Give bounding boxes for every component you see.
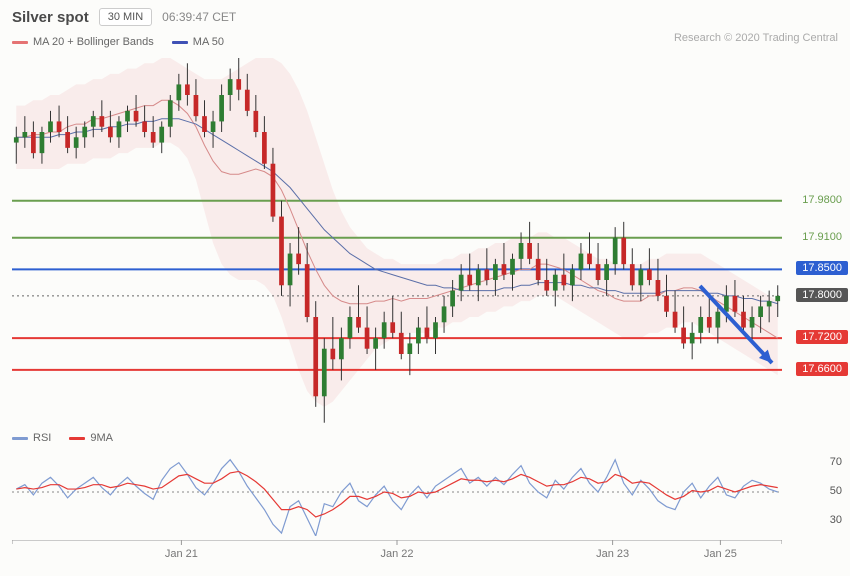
price-level-label: 17.9800 [802,194,842,206]
price-level-label: 17.8000 [796,288,848,302]
attribution: Research © 2020 Trading Central [674,32,838,44]
legend-item: MA 50 [172,36,224,48]
x-tick-label: Jan 22 [380,548,413,560]
instrument-title: Silver spot [12,9,89,26]
price-level-label: 17.7200 [796,330,848,344]
rsi-tick-label: 30 [830,514,842,526]
price-level-label: 17.9100 [802,231,842,243]
x-axis: Jan 21 Jan 22 Jan 23 Jan 25 [12,540,782,566]
legend-item: RSI [12,432,51,444]
x-tick-label: Jan 21 [165,548,198,560]
x-tick-label: Jan 23 [596,548,629,560]
price-level-label: 17.8500 [796,261,848,275]
rsi-legend: RSI 9MA [12,432,113,444]
legend-item: 9MA [69,432,113,444]
rsi-tick-label: 70 [830,456,842,468]
price-chart[interactable] [12,58,782,428]
rsi-chart[interactable] [12,448,782,536]
rsi-tick-label: 50 [830,485,842,497]
legend-item: MA 20 + Bollinger Bands [12,36,154,48]
price-level-label: 17.6600 [796,362,848,376]
timeframe-badge[interactable]: 30 MIN [99,8,152,26]
x-tick-label: Jan 25 [704,548,737,560]
timestamp: 06:39:47 CET [162,10,236,24]
